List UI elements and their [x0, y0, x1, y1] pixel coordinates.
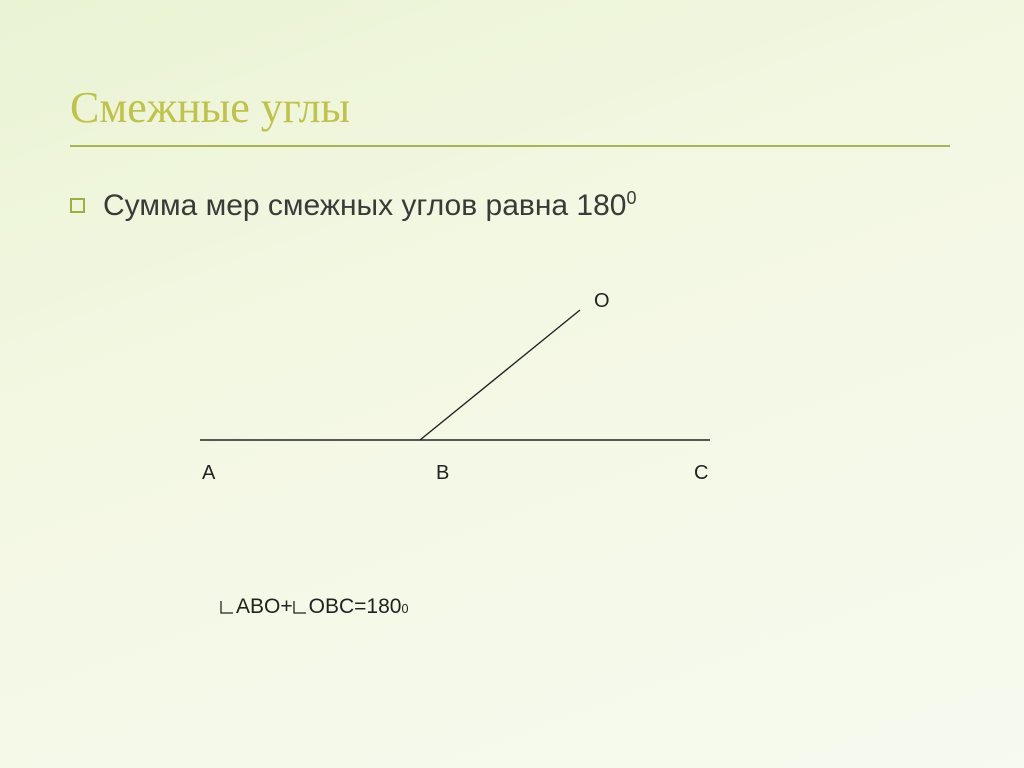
line-bo — [420, 310, 580, 440]
body-text-main: Сумма мер смежных углов равна 180 — [103, 189, 626, 222]
formula: ABO+ OBC=1800 — [220, 595, 408, 619]
diagram: А В С О — [180, 290, 740, 490]
label-a: А — [202, 462, 215, 485]
formula-eq: =180 — [354, 595, 401, 619]
formula-plus: + — [280, 595, 292, 619]
body-text: Сумма мер смежных углов равна 1800 — [103, 188, 636, 223]
label-c: С — [694, 462, 708, 485]
title-underline — [70, 145, 950, 147]
body-text-sup: 0 — [626, 188, 636, 208]
bullet-icon — [70, 198, 85, 213]
formula-a2: OBC — [309, 595, 355, 619]
angle-icon — [220, 599, 234, 613]
slide-title: Смежные углы — [70, 82, 350, 133]
angle-icon — [293, 599, 307, 613]
slide: Смежные углы Сумма мер смежных углов рав… — [0, 0, 1024, 768]
formula-sup: 0 — [401, 602, 408, 616]
diagram-svg — [180, 290, 740, 490]
label-o: О — [594, 290, 610, 313]
formula-a1: ABO — [236, 595, 280, 619]
body-line: Сумма мер смежных углов равна 1800 — [70, 188, 636, 223]
label-b: В — [436, 462, 449, 485]
